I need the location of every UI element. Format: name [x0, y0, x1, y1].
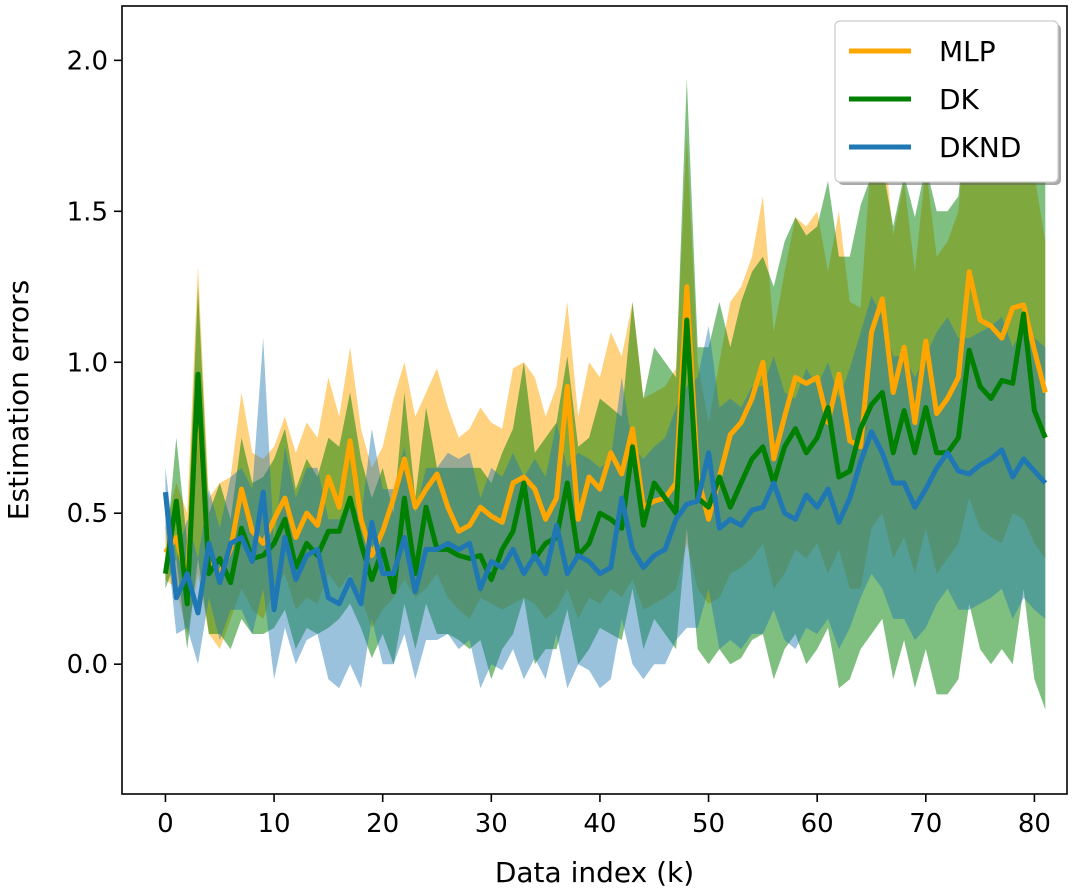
y-tick-label: 0.0 — [67, 650, 108, 680]
y-tick-label: 2.0 — [67, 46, 108, 76]
legend-label-dk: DK — [939, 83, 980, 116]
legend-label-mlp: MLP — [939, 35, 996, 68]
y-axis-label: Estimation errors — [2, 280, 35, 520]
x-tick-label: 80 — [1018, 809, 1051, 839]
x-axis-ticks: 0 10 20 30 40 50 60 70 80 — [157, 794, 1051, 839]
series-line-dk — [162, 311, 1048, 607]
x-tick-label: 30 — [475, 809, 508, 839]
series-line-dknd — [162, 429, 1048, 616]
x-tick-label: 60 — [801, 809, 834, 839]
x-tick-label: 40 — [583, 809, 616, 839]
x-tick-label: 10 — [258, 809, 291, 839]
plot-frame — [121, 5, 1068, 795]
y-axis-ticks: 0.0 0.5 1.0 1.5 2.0 — [67, 46, 122, 680]
y-tick-label: 0.5 — [67, 499, 108, 529]
y-tick-label: 1.5 — [67, 197, 108, 227]
band-dknd — [165, 295, 1046, 689]
x-tick-label: 20 — [366, 809, 399, 839]
legend-label-dknd: DKND — [939, 131, 1021, 164]
band-dk — [165, 45, 1046, 710]
x-tick-label: 0 — [157, 809, 174, 839]
series-lines — [162, 269, 1048, 616]
y-tick-label: 1.0 — [67, 348, 108, 378]
legend-box — [834, 20, 1059, 183]
x-axis-label: Data index (k) — [495, 856, 694, 889]
legend: MLP DK DKND — [834, 20, 1061, 185]
x-tick-label: 50 — [692, 809, 725, 839]
series-line-mlp — [163, 269, 1048, 583]
confidence-bands — [165, 45, 1046, 710]
x-tick-label: 70 — [909, 809, 942, 839]
